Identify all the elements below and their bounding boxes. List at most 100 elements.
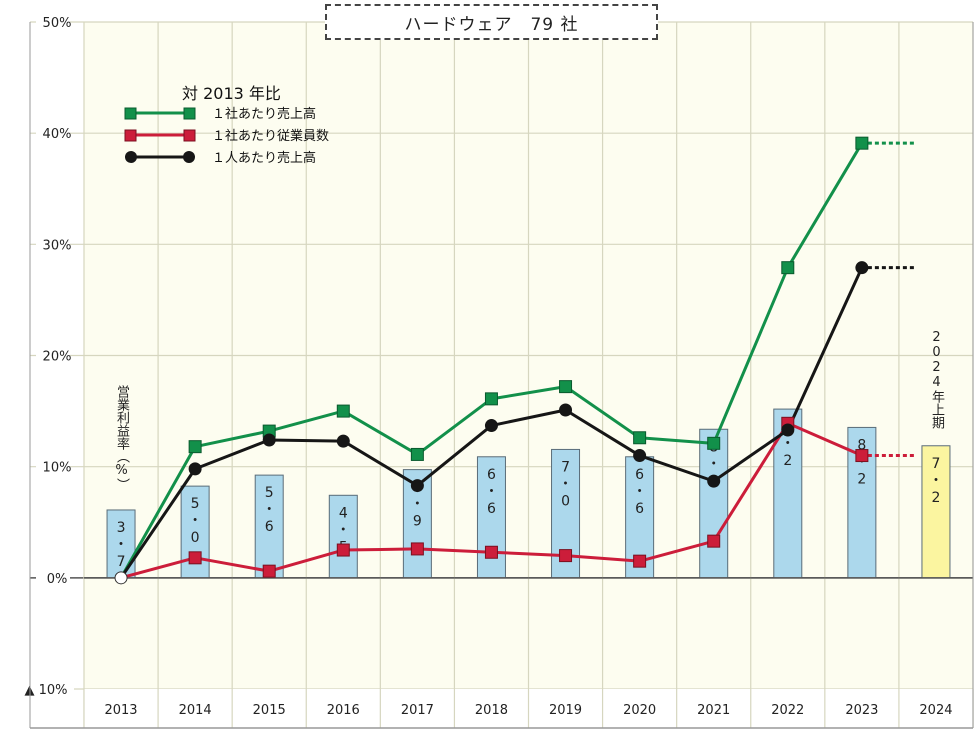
data-point <box>633 554 647 568</box>
data-point <box>707 534 721 548</box>
data-point <box>559 380 573 394</box>
y-tick-bg <box>36 569 70 586</box>
x-tick-label: 2019 <box>549 703 582 718</box>
data-point <box>188 462 202 476</box>
bar-label: 5 <box>265 485 274 501</box>
x-tick-label: 2022 <box>771 703 804 718</box>
chart-title: ハードウェア 79 社 <box>325 4 658 40</box>
x-tick-label: 2013 <box>104 703 137 718</box>
data-point <box>484 545 498 559</box>
y-tick-bg <box>36 14 70 30</box>
data-point <box>707 436 721 450</box>
data-point <box>484 392 498 406</box>
bar-label: 5 <box>191 496 200 512</box>
data-point <box>336 543 350 557</box>
y-tick-label: 50% <box>43 16 72 31</box>
bar-label: ・ <box>707 456 721 472</box>
bar-label: ・ <box>484 484 498 500</box>
x-tick-label: 2015 <box>253 703 286 718</box>
y-tick-bg <box>36 236 70 253</box>
legend-title: 対 2013 年比 <box>182 84 281 103</box>
y-tick-bg <box>36 458 70 475</box>
legend-item-sales-per-company: １社あたり売上高 <box>120 103 380 123</box>
bar <box>921 445 951 579</box>
origin-point <box>114 571 128 585</box>
bar-label: 2 <box>931 490 940 506</box>
bar-label: 7 <box>117 554 126 570</box>
x-tick-label: 2020 <box>623 703 656 718</box>
y-tick-bg <box>20 681 74 697</box>
y-tick-label: 10% <box>43 461 72 476</box>
bar-label: 2 <box>857 471 866 487</box>
bar-label: 7 <box>561 459 570 475</box>
bar-label: ・ <box>410 497 424 513</box>
bar-label: 7 <box>931 456 940 472</box>
data-point <box>855 136 869 150</box>
legend-item-employees-per-company: １社あたり従業員数 <box>120 125 380 145</box>
data-point <box>559 403 573 417</box>
x-tick-label: 2024 <box>919 703 952 718</box>
data-point <box>855 261 869 275</box>
data-point <box>484 419 498 433</box>
bar-label: 8 <box>857 437 866 453</box>
bar-label: 6 <box>487 467 496 483</box>
x-tick-label: 2021 <box>697 703 730 718</box>
bar-label: ・ <box>559 476 573 492</box>
bar-label: 6 <box>487 501 496 517</box>
y-tick-label: 30% <box>43 238 72 253</box>
lines <box>114 136 916 585</box>
y-tick-bg <box>36 347 70 364</box>
bar <box>328 494 358 579</box>
y-tick-label: 40% <box>43 127 72 142</box>
y-tick-bg <box>36 125 70 142</box>
bar-label: 4 <box>339 505 348 521</box>
data-point <box>410 447 424 461</box>
data-point <box>262 564 276 578</box>
bar-axis-label: 営業利益率（%） <box>114 385 129 491</box>
y-tick-label: 0% <box>47 572 68 587</box>
bar-label: 6 <box>635 467 644 483</box>
data-point <box>559 549 573 563</box>
bar-label: 2 <box>783 453 792 469</box>
bar-label: 3 <box>117 520 126 536</box>
data-point <box>781 261 795 275</box>
data-point <box>410 542 424 556</box>
data-point <box>188 551 202 565</box>
y-tick-label: ▲ 10% <box>24 683 67 698</box>
x-tick-label: 2016 <box>327 703 360 718</box>
forecast-label: 2024年上期 <box>929 330 944 429</box>
legend-label: １人あたり売上高 <box>212 151 317 166</box>
bar-label: ・ <box>114 537 128 553</box>
data-point <box>336 404 350 418</box>
x-tick-label: 2023 <box>845 703 878 718</box>
data-point <box>781 423 795 437</box>
bar-label: ・ <box>929 473 943 489</box>
y-axis-ticks: 50% 40% 30% 20% 10% 0% ▲ 10% <box>20 14 74 698</box>
frame <box>29 22 974 729</box>
x-tick-label: 2018 <box>475 703 508 718</box>
data-point <box>262 433 276 447</box>
bar-label: ・ <box>633 484 647 500</box>
bar-label: 6 <box>265 519 274 535</box>
data-point <box>633 431 647 445</box>
legend-label: １社あたり売上高 <box>212 107 317 122</box>
legend-item-sales-per-person: １人あたり売上高 <box>120 147 380 167</box>
bar-label: 0 <box>561 493 570 509</box>
bar-label: ・ <box>188 513 202 529</box>
data-point <box>410 479 424 493</box>
y-tick-label: 20% <box>43 350 72 365</box>
legend-label: １社あたり従業員数 <box>212 129 330 144</box>
x-tick-label: 2017 <box>401 703 434 718</box>
data-point <box>188 440 202 454</box>
x-tick-label: 2014 <box>179 703 212 718</box>
bar-label: ・ <box>781 436 795 452</box>
bar-label: ・ <box>336 522 350 538</box>
bar-label: ・ <box>262 502 276 518</box>
data-point <box>855 449 869 463</box>
data-point <box>633 449 647 463</box>
bar <box>254 474 284 579</box>
bar-label: 0 <box>191 530 200 546</box>
x-axis-ticks: 2013 2014 2015 2016 2017 2018 2019 2020 2021 2022… <box>83 689 974 728</box>
data-point <box>707 474 721 488</box>
